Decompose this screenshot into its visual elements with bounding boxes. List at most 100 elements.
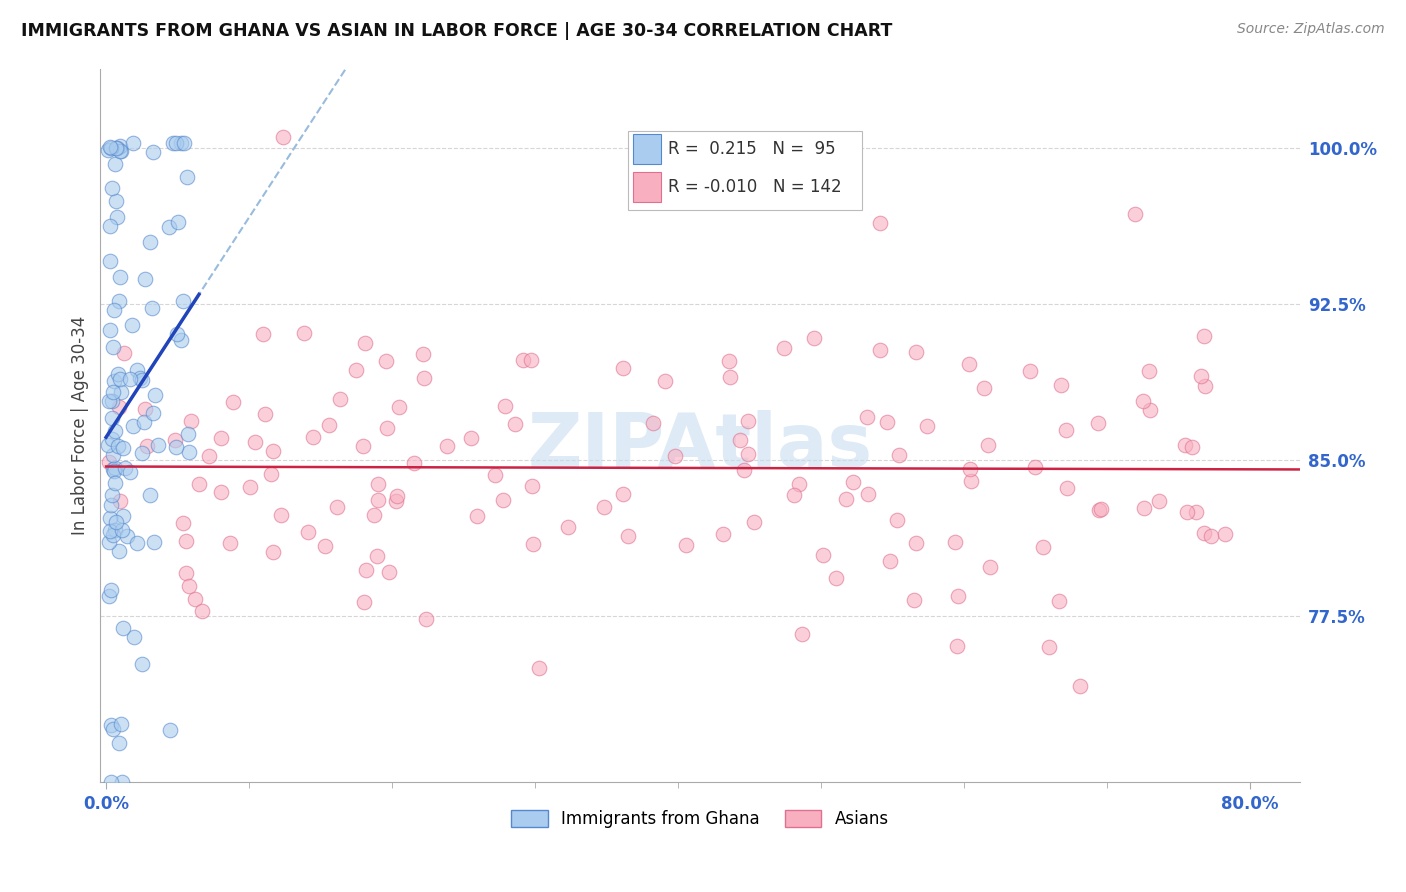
Point xyxy=(772,341,794,355)
Point xyxy=(557,520,579,534)
Point xyxy=(97,589,120,603)
Point xyxy=(1087,416,1109,430)
Point xyxy=(353,595,375,609)
Point xyxy=(127,536,149,550)
Point xyxy=(711,527,734,541)
Point xyxy=(948,589,970,603)
Point xyxy=(465,509,488,524)
Point xyxy=(103,384,125,399)
Point xyxy=(718,370,741,384)
Point xyxy=(354,335,377,350)
Point xyxy=(165,440,187,454)
Point xyxy=(134,401,156,416)
Point xyxy=(792,627,814,641)
Point xyxy=(103,476,125,491)
Point xyxy=(842,475,865,489)
Point xyxy=(141,301,163,315)
Point xyxy=(143,388,166,402)
Point xyxy=(825,571,848,585)
Point xyxy=(654,374,676,388)
Point xyxy=(100,718,122,732)
Point xyxy=(811,548,834,562)
Point xyxy=(103,528,125,542)
Point xyxy=(118,465,141,479)
Point xyxy=(97,144,120,158)
Point xyxy=(742,515,765,529)
Point xyxy=(717,354,740,368)
Point xyxy=(165,136,187,151)
Point xyxy=(412,371,434,385)
Point xyxy=(404,456,426,470)
Point xyxy=(979,560,1001,574)
Point xyxy=(318,417,340,432)
Point xyxy=(512,353,534,368)
Point xyxy=(97,438,120,452)
Point xyxy=(98,139,121,153)
Point xyxy=(733,463,755,477)
Point xyxy=(174,533,197,548)
Point xyxy=(270,508,292,523)
Point xyxy=(122,419,145,434)
Point xyxy=(384,494,406,508)
Point xyxy=(112,346,135,360)
Point xyxy=(107,401,129,415)
Point xyxy=(105,210,128,224)
Point xyxy=(107,439,129,453)
Point xyxy=(100,394,122,409)
Point xyxy=(252,326,274,341)
Point xyxy=(108,544,131,558)
Point xyxy=(1054,423,1077,437)
Point xyxy=(494,399,516,413)
Point xyxy=(143,535,166,549)
Point xyxy=(142,145,165,159)
Point xyxy=(129,371,152,385)
Point xyxy=(612,361,634,376)
Point xyxy=(737,447,759,461)
Point xyxy=(869,343,891,357)
Point xyxy=(436,439,458,453)
Point xyxy=(1132,393,1154,408)
Point xyxy=(957,357,980,371)
Point xyxy=(103,425,125,439)
Point xyxy=(905,536,928,550)
Point xyxy=(166,327,188,342)
Point xyxy=(105,141,128,155)
Point xyxy=(112,441,135,455)
Point xyxy=(973,381,995,395)
Point xyxy=(262,444,284,458)
Point xyxy=(110,144,132,158)
Point xyxy=(1090,501,1112,516)
Point xyxy=(105,515,128,529)
Point xyxy=(108,736,131,750)
Point xyxy=(110,523,132,537)
Legend: Immigrants from Ghana, Asians: Immigrants from Ghana, Asians xyxy=(505,803,896,835)
Point xyxy=(108,144,131,158)
Point xyxy=(1019,364,1042,378)
Point xyxy=(297,524,319,539)
Point xyxy=(172,516,194,530)
Point xyxy=(787,477,810,491)
Y-axis label: In Labor Force | Age 30-34: In Labor Force | Age 30-34 xyxy=(72,316,89,535)
Point xyxy=(188,476,211,491)
Point xyxy=(460,430,482,444)
Point xyxy=(254,407,277,421)
Point xyxy=(879,554,901,568)
Point xyxy=(803,331,825,345)
Point xyxy=(101,340,124,354)
Point xyxy=(367,493,389,508)
Point xyxy=(121,318,143,332)
Point xyxy=(98,524,121,538)
Point xyxy=(271,130,294,145)
Point xyxy=(131,446,153,460)
Point xyxy=(876,415,898,429)
Point xyxy=(1194,329,1216,343)
Text: IMMIGRANTS FROM GHANA VS ASIAN IN LABOR FORCE | AGE 30-34 CORRELATION CHART: IMMIGRANTS FROM GHANA VS ASIAN IN LABOR … xyxy=(21,22,893,40)
Text: ZIPAtlas: ZIPAtlas xyxy=(527,410,873,483)
Point xyxy=(108,139,131,153)
Point xyxy=(101,181,124,195)
Point xyxy=(917,418,939,433)
Point xyxy=(344,363,367,377)
Point xyxy=(100,583,122,598)
Point xyxy=(131,657,153,672)
Point xyxy=(134,272,156,286)
